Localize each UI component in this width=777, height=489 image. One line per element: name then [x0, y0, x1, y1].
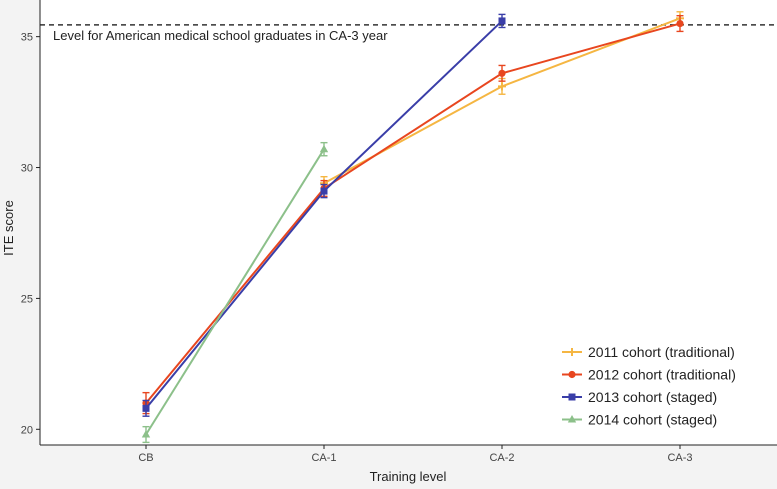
legend-item: 2011 cohort (traditional) — [562, 344, 735, 360]
x-ticks: CB CA-1 CA-2 CA-3 — [138, 445, 693, 464]
legend-label: 2014 cohort (staged) — [588, 412, 717, 428]
data-point — [320, 187, 328, 195]
legend-item: 2014 cohort (staged) — [562, 412, 717, 428]
data-point — [568, 348, 576, 356]
legend-item: 2013 cohort (staged) — [562, 389, 717, 405]
y-axis-label: ITE score — [1, 200, 16, 256]
series-line — [145, 22, 681, 404]
legend-label: 2011 cohort (traditional) — [588, 344, 735, 360]
y-tick-label: 25 — [21, 293, 33, 305]
y-tick-label: 20 — [21, 424, 33, 436]
data-point — [568, 370, 576, 379]
series — [141, 141, 329, 444]
reference-line-group: Level for American medical school gradua… — [40, 24, 777, 43]
data-point — [142, 404, 150, 412]
x-axis-label: Training level — [370, 469, 447, 484]
legend-label: 2012 cohort (traditional) — [588, 367, 736, 383]
y-ticks: 20 25 30 35 — [21, 32, 40, 436]
series — [142, 13, 506, 417]
data-point — [567, 415, 577, 423]
x-tick-label: CA-1 — [311, 452, 336, 464]
data-point — [498, 82, 506, 91]
legend-label: 2013 cohort (staged) — [588, 389, 717, 405]
legend: 2011 cohort (traditional) 2012 cohort (tr… — [562, 344, 736, 428]
y-tick-label: 30 — [21, 163, 33, 175]
legend-item: 2012 cohort (traditional) — [562, 367, 736, 383]
data-point — [568, 393, 576, 401]
x-tick-label: CA-2 — [489, 452, 514, 464]
data-point — [319, 144, 329, 153]
data-point — [498, 69, 506, 77]
reference-line-label: Level for American medical school gradua… — [53, 28, 388, 43]
series-line — [145, 148, 325, 436]
plot-panel — [40, 0, 777, 445]
x-tick-label: CA-3 — [667, 452, 692, 464]
data-point — [498, 17, 506, 25]
data-point — [676, 19, 684, 28]
y-tick-label: 35 — [21, 32, 33, 44]
data-point — [141, 430, 151, 438]
x-tick-label: CB — [138, 452, 153, 464]
series-layer — [141, 11, 684, 444]
